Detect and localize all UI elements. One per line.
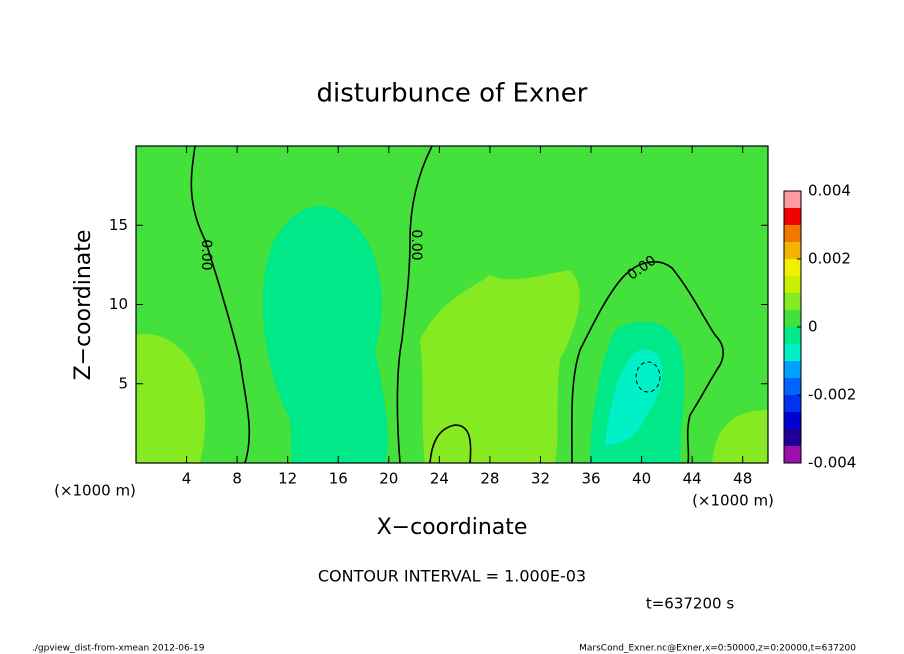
x-tick-label: 8 <box>232 470 242 488</box>
y-tick-label: 5 <box>118 374 128 392</box>
x-tick-label: 24 <box>430 470 449 488</box>
contour-interval: CONTOUR INTERVAL = 1.000E-03 <box>318 567 586 586</box>
field <box>136 146 768 464</box>
y-tick-label: 10 <box>109 295 128 313</box>
colorbar-tick-label: -0.002 <box>808 386 856 404</box>
x-tick-label: 32 <box>531 470 550 488</box>
colorbar-bin <box>784 242 801 259</box>
colorbar-tick-label: 0.004 <box>808 182 851 200</box>
colorbar-bin <box>784 259 801 276</box>
colorbar-bin <box>784 361 801 378</box>
x-unit: (×1000 m) <box>692 492 774 510</box>
field-region <box>136 334 206 463</box>
colorbar-bin <box>784 310 801 327</box>
field-region <box>605 349 663 445</box>
x-tick-label: 12 <box>278 470 297 488</box>
x-axis-label: X−coordinate <box>377 515 528 540</box>
y-axis-label: Z−coordinate <box>71 230 96 381</box>
colorbar-bin <box>784 191 801 208</box>
colorbar-bin <box>784 293 801 310</box>
footer-left: ./gpview_dist-from-xmean 2012-06-19 <box>32 644 205 654</box>
x-tick-label: 28 <box>480 470 499 488</box>
field-region <box>712 410 768 463</box>
colorbar-bin <box>784 429 801 446</box>
colorbar-bin <box>784 225 801 242</box>
contour-line <box>190 145 251 464</box>
colorbar: -0.004 -0.002 0 0.002 0.004 <box>783 182 856 472</box>
colorbar-bin <box>784 412 801 429</box>
colorbar-bin <box>784 276 801 293</box>
contour-line <box>396 145 433 464</box>
x-tick-label: 48 <box>733 470 752 488</box>
x-tick-label: 44 <box>683 470 702 488</box>
colorbar-bin <box>784 208 801 225</box>
colorbar-bin <box>784 344 801 361</box>
contour-line <box>571 261 725 464</box>
contour-line <box>429 424 472 464</box>
colorbar-bin <box>784 446 801 463</box>
field-region <box>420 270 580 463</box>
x-tick-label: 40 <box>632 470 651 488</box>
x-tick-label: 16 <box>329 470 348 488</box>
contour-label: 0.00 <box>408 229 424 260</box>
x-tick-label: 20 <box>379 470 398 488</box>
chart-title: disturbunce of Exner <box>317 79 588 109</box>
contour-line <box>635 361 661 393</box>
contours: 0.00 0.00 0.00 <box>190 145 725 464</box>
colorbar-bin <box>784 395 801 412</box>
colorbar-tick-label: -0.004 <box>808 454 856 472</box>
colorbar-tick-label: 0 <box>808 318 818 336</box>
time-label: t=637200 s <box>646 595 734 613</box>
x-unit: (×1000 m) <box>54 482 136 500</box>
x-tick-label: 4 <box>182 470 192 488</box>
x-tick-label: 36 <box>581 470 600 488</box>
colorbar-bin <box>784 327 801 344</box>
contour-label: 0.00 <box>198 239 214 270</box>
colorbar-bin <box>784 378 801 395</box>
field-region <box>262 206 388 464</box>
colorbar-tick-label: 0.002 <box>808 250 851 268</box>
y-tick-label: 15 <box>109 216 128 234</box>
footer-right: MarsCond_Exner.nc@Exner,x=0:50000,z=0:20… <box>579 644 856 654</box>
